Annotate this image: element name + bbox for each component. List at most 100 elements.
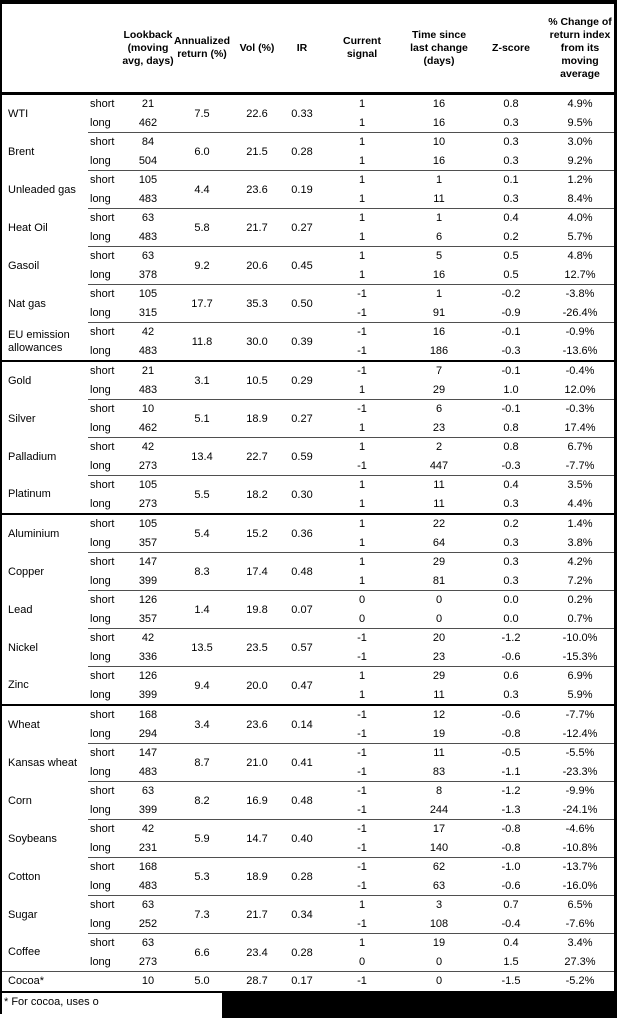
z-score-value: 0.6 <box>503 670 519 682</box>
annualized-return-value: 5.1 <box>172 400 232 438</box>
time-since-value: 11 <box>433 497 445 510</box>
vol-value: 20.0 <box>232 667 282 706</box>
ir-value: 0.30 <box>282 476 322 515</box>
signal-value: -1 <box>357 344 367 357</box>
lookback-value: 462 <box>138 421 158 434</box>
pct-change-value: -4.6% <box>565 823 595 835</box>
side-label-short: short <box>90 632 115 644</box>
pct-change-value: -3.8% <box>565 288 595 300</box>
pct-change-value: 3.8% <box>567 536 593 549</box>
pct-change-value: 17.4% <box>564 421 596 434</box>
commodity-block: Wheat short long 168 294 3.4 23.6 0.14 -… <box>2 706 614 744</box>
commodity-block: Unleaded gas short long 105 483 4.4 23.6… <box>2 171 614 209</box>
pct-change-value: -7.7% <box>565 709 595 721</box>
lookback-value: 42 <box>141 441 155 453</box>
signal-value: -1 <box>357 765 367 778</box>
ir-value: 0.40 <box>282 820 322 858</box>
ir-value: 0.50 <box>282 285 322 323</box>
signal-value: 1 <box>358 574 366 587</box>
ir-value: 0.33 <box>282 95 322 133</box>
signal-value: 1 <box>358 937 366 949</box>
pct-change-value: -0.4% <box>565 365 595 377</box>
time-since-value: 1 <box>435 174 443 186</box>
signal-value: 1 <box>358 136 366 148</box>
ir-value: 0.17 <box>291 975 313 988</box>
lookback-value: 273 <box>138 955 158 968</box>
annualized-return-value: 1.4 <box>172 591 232 629</box>
ir-value: 0.48 <box>282 782 322 820</box>
signal-value: 1 <box>358 479 366 491</box>
header-current-signal: Current signal <box>343 35 381 60</box>
pct-change-value: -0.3% <box>565 403 595 415</box>
time-since-value: 64 <box>432 536 446 549</box>
signal-value: -1 <box>357 288 367 300</box>
side-label-long: long <box>90 421 111 434</box>
pct-change-value: 8.4% <box>567 192 593 205</box>
ir-value: 0.28 <box>282 133 322 171</box>
ir-value: 0.34 <box>282 896 322 934</box>
lookback-value: 147 <box>138 747 158 759</box>
signal-value: 1 <box>358 536 366 549</box>
pct-change-value: 9.5% <box>567 116 593 129</box>
commodity-name: Soybeans <box>8 832 57 845</box>
z-score-value: 0.4 <box>503 212 519 224</box>
z-score-value: -0.8 <box>501 823 521 835</box>
footnote-text: * For cocoa, uses o <box>4 995 99 1008</box>
signal-value: -1 <box>357 803 367 816</box>
vol-value: 22.6 <box>232 95 282 133</box>
commodity-name: Nat gas <box>8 297 46 310</box>
pct-change-value: 7.2% <box>567 574 593 587</box>
time-since-value: 63 <box>432 879 446 892</box>
header-z-score: Z-score <box>492 41 530 54</box>
side-label-short: short <box>90 441 115 453</box>
signal-value: 1 <box>358 518 366 530</box>
signal-value: 1 <box>358 154 366 167</box>
signal-value: -1 <box>357 650 367 663</box>
commodity-block: Corn short long 63 399 8.2 16.9 0.48 -1 … <box>2 782 614 820</box>
z-score-value: -0.5 <box>501 747 521 759</box>
commodity-name: Sugar <box>8 908 38 921</box>
signal-value: -1 <box>357 747 367 759</box>
lookback-value: 483 <box>138 383 158 396</box>
annualized-return-value: 17.7 <box>172 285 232 323</box>
signal-value: 1 <box>358 497 366 510</box>
signal-value: -1 <box>357 975 367 987</box>
signal-value: -1 <box>357 365 367 377</box>
vol-value: 28.7 <box>246 975 268 988</box>
lookback-value: 273 <box>138 497 158 510</box>
side-label-short: short <box>90 556 115 568</box>
signal-value: -1 <box>357 326 367 338</box>
time-since-value: 11 <box>433 192 445 205</box>
header-vol: Vol (%) <box>239 41 275 54</box>
commodity-name: Nickel <box>8 641 38 654</box>
vol-value: 23.6 <box>232 706 282 744</box>
commodity-block: Cocoa* 10 5.0 28.7 0.17 -1 0 <box>2 972 614 991</box>
side-label-long: long <box>90 268 111 281</box>
annualized-return-value: 5.3 <box>172 858 232 896</box>
pct-change-value: 12.7% <box>564 268 596 281</box>
time-since-value: 0 <box>435 955 443 968</box>
lookback-value: 63 <box>141 937 155 949</box>
ir-value: 0.27 <box>282 209 322 247</box>
vol-value: 35.3 <box>232 285 282 323</box>
time-since-value: 19 <box>432 937 446 949</box>
z-score-value: 0.2 <box>503 518 519 530</box>
commodity-name: Zinc <box>2 667 88 706</box>
lookback-value: 84 <box>141 136 155 148</box>
side-label-short: short <box>90 670 115 682</box>
pct-change-value: 5.7% <box>567 230 593 243</box>
signal-value: -1 <box>357 917 367 930</box>
signal-value: -1 <box>357 727 367 740</box>
annualized-return-value: 9.2 <box>172 247 232 285</box>
pct-change-value: 4.9% <box>567 98 593 110</box>
lookback-value: 357 <box>138 612 158 625</box>
time-since-value: 29 <box>432 556 446 568</box>
side-label-long: long <box>90 116 111 129</box>
time-since-value: 11 <box>433 479 445 491</box>
time-since-value: 83 <box>432 765 446 778</box>
time-since-value: 11 <box>433 747 445 759</box>
commodity-block: Lead short long 126 357 1.4 19.8 0.07 0 … <box>2 591 614 629</box>
z-score-value: -1.1 <box>501 765 521 778</box>
lookback-value: 483 <box>138 879 158 892</box>
